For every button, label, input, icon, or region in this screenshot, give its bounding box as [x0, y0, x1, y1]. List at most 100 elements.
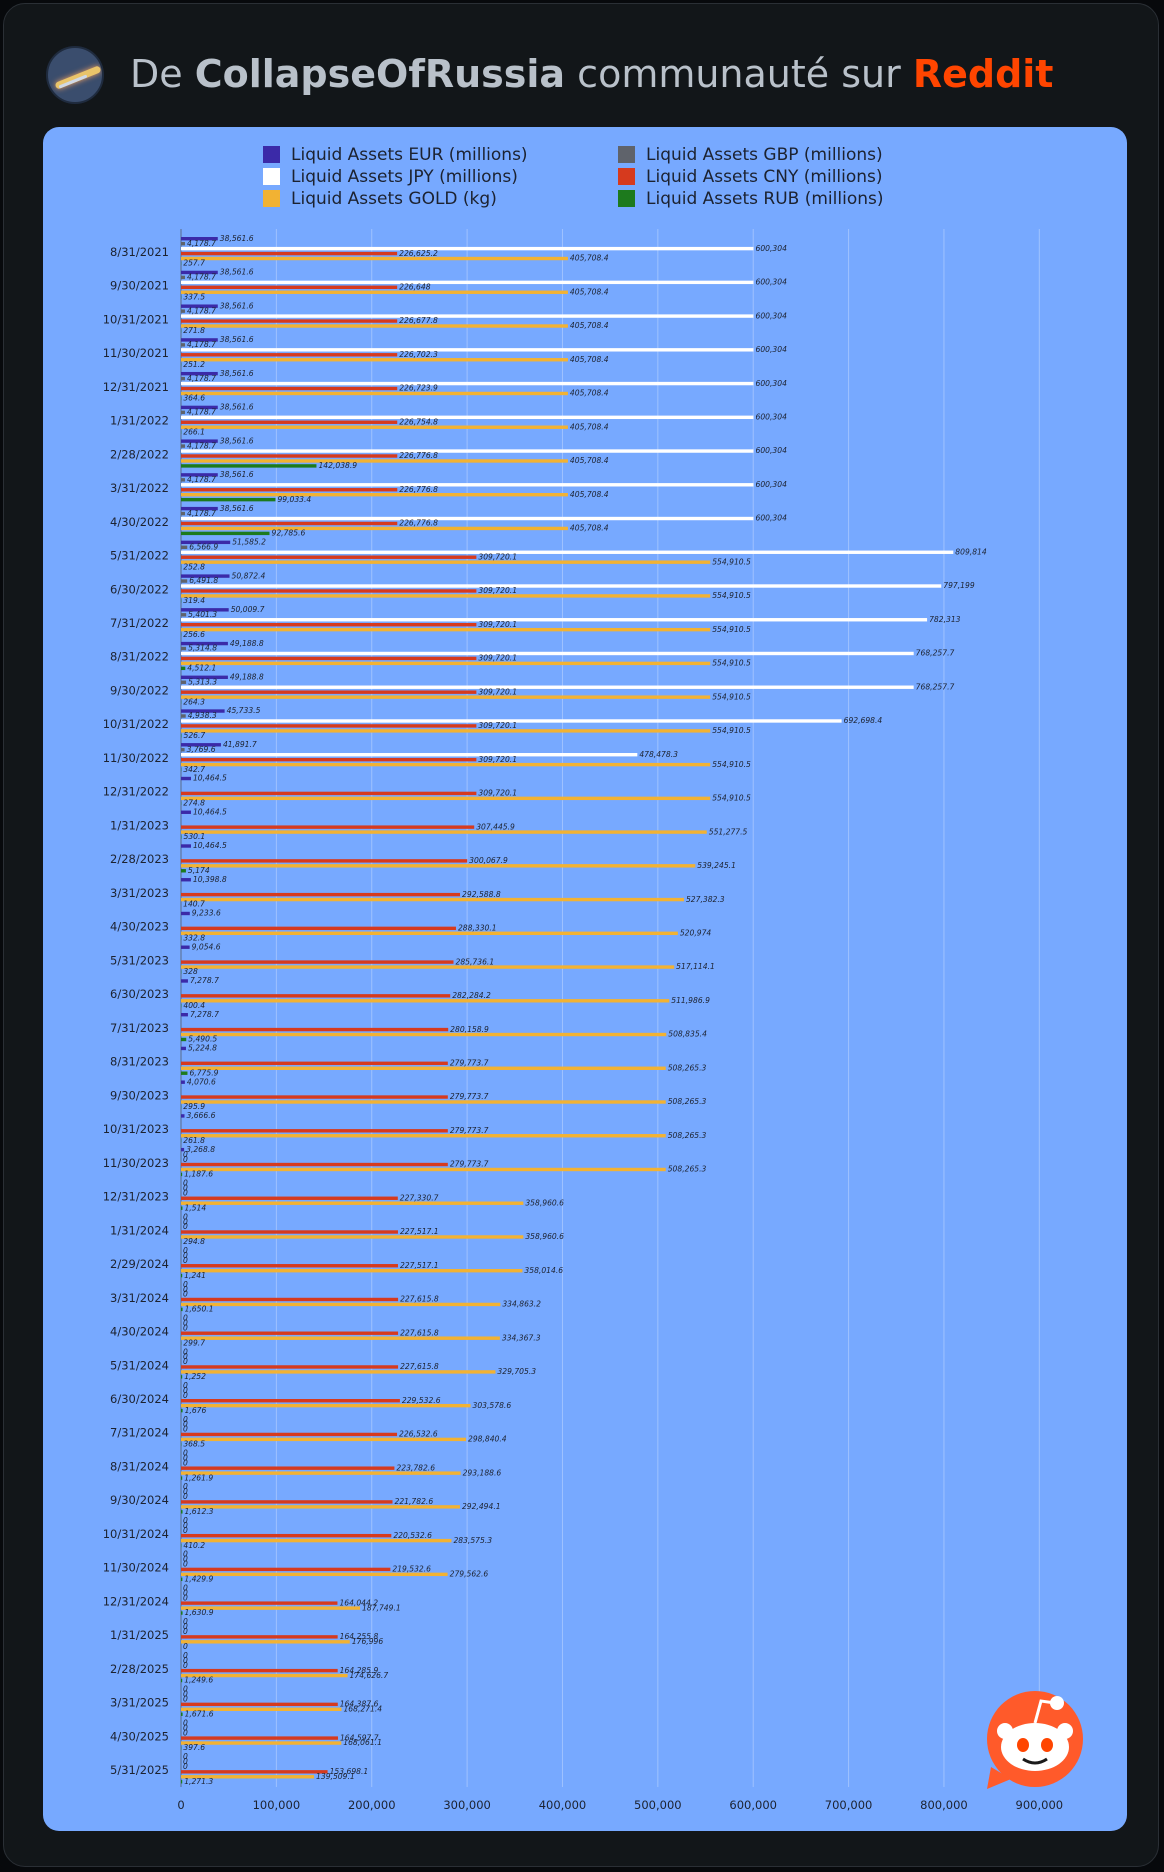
data-label-eur: 10,464.5	[193, 841, 227, 850]
bar-eur	[181, 439, 218, 443]
bar-cny	[181, 319, 398, 323]
bar-cny	[181, 994, 451, 998]
data-label-cny: 226,776.8	[399, 485, 438, 494]
data-label-rub: 0	[183, 1642, 188, 1651]
bar-gold	[181, 425, 568, 429]
bar-gold	[181, 324, 568, 328]
bar-gbp	[181, 309, 185, 313]
x-tick-label: 200,000	[348, 1798, 396, 1812]
bar-eur	[181, 338, 218, 342]
data-label-gold: 405,708.4	[570, 389, 609, 398]
data-label-eur: 0	[183, 1550, 188, 1559]
data-label-eur: 10,398.8	[193, 875, 227, 884]
reddit-brand[interactable]: Reddit	[912, 52, 1054, 96]
data-label-eur: 0	[183, 1314, 188, 1323]
data-label-jpy: 768,257.7	[916, 649, 955, 658]
data-label-jpy: 0	[183, 1155, 188, 1164]
y-tick-label: 2/28/2022	[110, 447, 169, 461]
data-label-gold: 554,910.5	[712, 692, 751, 701]
data-label-gold: 554,910.5	[712, 760, 751, 769]
data-label-gold: 508,265.3	[668, 1063, 707, 1072]
x-tick-label: 900,000	[1016, 1798, 1064, 1812]
data-label-rub: 274.8	[183, 799, 205, 808]
data-label-eur: 10,464.5	[193, 807, 227, 816]
data-label-gold: 539,245.1	[697, 861, 736, 870]
bar-jpy	[181, 685, 914, 689]
bar-gold	[181, 1336, 500, 1340]
bar-gbp	[181, 714, 186, 718]
data-label-eur: 0	[183, 1583, 188, 1592]
data-label-gbp: 0	[183, 1386, 188, 1395]
bar-eur	[181, 473, 218, 477]
bar-gold	[181, 1134, 666, 1138]
bar-rub	[181, 734, 182, 738]
data-label-gold: 405,708.4	[570, 422, 609, 431]
data-label-jpy: 0	[183, 1492, 188, 1501]
bar-gbp	[181, 579, 188, 583]
data-label-jpy: 600,304	[756, 514, 788, 523]
data-label-jpy: 600,304	[756, 311, 788, 320]
data-label-cny: 229,532.6	[402, 1396, 441, 1405]
data-label-jpy: 768,257.7	[916, 682, 955, 691]
data-label-gbp: 4,178.7	[187, 509, 216, 518]
bar-rub	[181, 464, 317, 468]
bar-cny	[181, 420, 398, 424]
data-label-rub: 530.1	[184, 832, 206, 841]
community-name[interactable]: CollapseOfRussia	[194, 52, 566, 96]
data-label-gold: 508,265.3	[668, 1097, 707, 1106]
bar-gbp	[181, 478, 185, 482]
bar-cny	[181, 454, 398, 458]
data-label-cny: 309,720.1	[478, 789, 517, 798]
data-label-rub: 400.4	[183, 1001, 205, 1010]
y-tick-label: 4/30/2024	[110, 1325, 169, 1339]
data-label-jpy: 0	[183, 1391, 188, 1400]
data-label-eur: 38,561.6	[220, 234, 254, 243]
y-tick-label: 2/29/2024	[110, 1257, 169, 1271]
bar-rub	[181, 1071, 188, 1075]
bar-rub	[181, 1375, 183, 1379]
data-label-eur: 0	[183, 1347, 188, 1356]
data-label-gold: 334,367.3	[502, 1333, 541, 1342]
data-label-gold: 508,835.4	[668, 1030, 707, 1039]
bar-cny	[181, 555, 477, 559]
data-label-cny: 227,615.8	[400, 1362, 439, 1371]
data-label-cny: 282,284.2	[452, 991, 491, 1000]
data-label-gold: 554,910.5	[712, 794, 751, 803]
bar-rub	[181, 1510, 183, 1514]
data-label-gold: 405,708.4	[570, 490, 609, 499]
bar-eur	[181, 844, 191, 848]
bar-cny	[181, 1702, 338, 1707]
data-label-rub: 368.5	[183, 1440, 205, 1449]
bar-rub	[181, 1307, 183, 1312]
data-label-gbp: 4,178.7	[187, 374, 216, 383]
bar-gold	[181, 830, 707, 834]
data-label-cny: 300,067.9	[469, 856, 508, 865]
y-tick-label: 11/30/2023	[103, 1156, 169, 1170]
data-label-jpy: 0	[183, 1526, 188, 1535]
data-label-jpy: 600,304	[756, 244, 788, 253]
y-tick-label: 1/31/2023	[110, 818, 169, 832]
bar-gold	[181, 1201, 524, 1205]
data-label-cny: 309,720.1	[478, 687, 517, 696]
bar-gbp	[181, 511, 185, 516]
bar-chart: 0 100,000 200,000 300,000 400,000 500,000 600,…	[103, 229, 1064, 1812]
data-label-eur: 0	[183, 1482, 188, 1491]
bar-gold	[181, 1032, 667, 1037]
bar-cny	[181, 1061, 448, 1066]
bar-jpy	[181, 651, 914, 656]
bar-cny	[181, 825, 475, 829]
y-tick-label: 3/31/2024	[110, 1291, 169, 1305]
reddit-snoo-icon[interactable]	[985, 1687, 1089, 1791]
data-label-gbp: 0	[183, 1285, 188, 1294]
bar-gold	[181, 459, 568, 463]
chart-card: Liquid Assets EUR (millions) Liquid Asse…	[43, 127, 1127, 1831]
community-avatar-icon[interactable]	[46, 46, 104, 104]
data-label-gbp: 4,178.7	[187, 273, 216, 282]
bar-cny	[181, 1533, 392, 1538]
data-label-rub: 294.8	[183, 1237, 205, 1246]
data-label-cny: 164,044.2	[339, 1598, 378, 1607]
bar-cny	[181, 1027, 449, 1032]
data-label-gbp: 0	[183, 1622, 188, 1631]
y-tick-label: 3/31/2022	[110, 481, 169, 495]
bar-gold	[181, 897, 684, 902]
